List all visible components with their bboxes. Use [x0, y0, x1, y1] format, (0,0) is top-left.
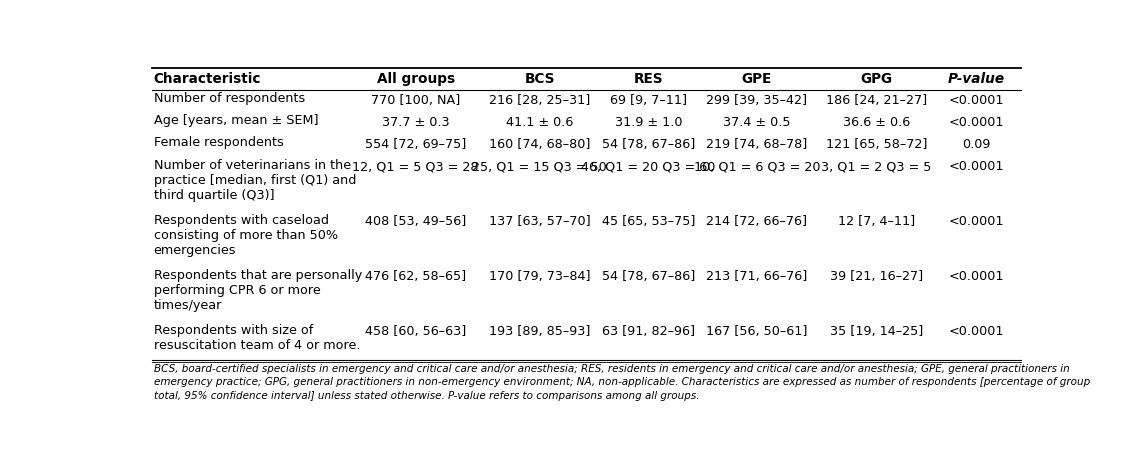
Text: 46, Q1 = 20 Q3 = 60: 46, Q1 = 20 Q3 = 60 [581, 160, 715, 173]
Text: 31.9 ± 1.0: 31.9 ± 1.0 [614, 116, 682, 129]
Text: 186 [24, 21–27]: 186 [24, 21–27] [826, 94, 928, 106]
Text: 167 [56, 50–61]: 167 [56, 50–61] [706, 325, 808, 338]
Text: 12 [7, 4–11]: 12 [7, 4–11] [839, 215, 915, 228]
Text: Number of respondents: Number of respondents [153, 92, 305, 105]
Text: total, 95% confidence interval] unless stated otherwise. P-value refers to compa: total, 95% confidence interval] unless s… [153, 391, 699, 401]
Text: 10, Q1 = 6 Q3 = 20: 10, Q1 = 6 Q3 = 20 [693, 160, 820, 173]
Text: 213 [71, 66–76]: 213 [71, 66–76] [706, 270, 808, 283]
Text: 25, Q1 = 15 Q3 = 50: 25, Q1 = 15 Q3 = 50 [472, 160, 607, 173]
Text: 39 [21, 16–27]: 39 [21, 16–27] [831, 270, 923, 283]
Text: 299 [39, 35–42]: 299 [39, 35–42] [707, 94, 808, 106]
Text: 408 [53, 49–56]: 408 [53, 49–56] [365, 215, 467, 228]
Text: 137 [63, 57–70]: 137 [63, 57–70] [488, 215, 590, 228]
Text: 41.1 ± 0.6: 41.1 ± 0.6 [506, 116, 573, 129]
Text: 69 [9, 7–11]: 69 [9, 7–11] [610, 94, 686, 106]
Text: 45 [65, 53–75]: 45 [65, 53–75] [602, 215, 696, 228]
Text: 3, Q1 = 2 Q3 = 5: 3, Q1 = 2 Q3 = 5 [821, 160, 932, 173]
Text: 63 [91, 82–96]: 63 [91, 82–96] [602, 325, 694, 338]
Text: 54 [78, 67–86]: 54 [78, 67–86] [602, 138, 696, 151]
Text: BCS, board-certified specialists in emergency and critical care and/or anesthesi: BCS, board-certified specialists in emer… [153, 364, 1070, 374]
Text: All groups: All groups [376, 72, 454, 86]
Text: GPE: GPE [741, 72, 772, 86]
Text: 770 [100, NA]: 770 [100, NA] [371, 94, 460, 106]
Text: 216 [28, 25–31]: 216 [28, 25–31] [490, 94, 590, 106]
Text: 458 [60, 56–63]: 458 [60, 56–63] [365, 325, 467, 338]
Text: Respondents that are personally
performing CPR 6 or more
times/year: Respondents that are personally performi… [153, 269, 362, 312]
Text: Number of veterinarians in the
practice [median, first (Q1) and
third quartile (: Number of veterinarians in the practice … [153, 158, 356, 201]
Text: <0.0001: <0.0001 [948, 160, 1004, 173]
Text: Respondents with caseload
consisting of more than 50%
emergencies: Respondents with caseload consisting of … [153, 213, 337, 257]
Text: P-value: P-value [948, 72, 1004, 86]
Text: 36.6 ± 0.6: 36.6 ± 0.6 [843, 116, 911, 129]
Text: GPG: GPG [860, 72, 892, 86]
Text: Age [years, mean ± SEM]: Age [years, mean ± SEM] [153, 114, 318, 127]
Text: emergency practice; GPG, general practitioners in non-emergency environment; NA,: emergency practice; GPG, general practit… [153, 377, 1090, 388]
Text: BCS: BCS [524, 72, 555, 86]
Text: 193 [89, 85–93]: 193 [89, 85–93] [490, 325, 590, 338]
Text: 54 [78, 67–86]: 54 [78, 67–86] [602, 270, 696, 283]
Text: 12, Q1 = 5 Q3 = 28: 12, Q1 = 5 Q3 = 28 [352, 160, 479, 173]
Text: Female respondents: Female respondents [153, 136, 284, 150]
Text: 214 [72, 66–76]: 214 [72, 66–76] [707, 215, 808, 228]
Text: 0.09: 0.09 [962, 138, 991, 151]
Text: Characteristic: Characteristic [153, 72, 261, 86]
Text: 219 [74, 68–78]: 219 [74, 68–78] [706, 138, 808, 151]
Text: 37.7 ± 0.3: 37.7 ± 0.3 [382, 116, 450, 129]
Text: 37.4 ± 0.5: 37.4 ± 0.5 [723, 116, 791, 129]
Text: <0.0001: <0.0001 [948, 325, 1004, 338]
Text: 476 [62, 58–65]: 476 [62, 58–65] [365, 270, 467, 283]
Text: RES: RES [634, 72, 664, 86]
Text: 121 [65, 58–72]: 121 [65, 58–72] [826, 138, 928, 151]
Text: <0.0001: <0.0001 [948, 116, 1004, 129]
Text: Respondents with size of
resuscitation team of 4 or more.: Respondents with size of resuscitation t… [153, 324, 360, 351]
Text: 170 [79, 73–84]: 170 [79, 73–84] [488, 270, 590, 283]
Text: <0.0001: <0.0001 [948, 215, 1004, 228]
Text: <0.0001: <0.0001 [948, 94, 1004, 106]
Text: 160 [74, 68–80]: 160 [74, 68–80] [490, 138, 590, 151]
Text: <0.0001: <0.0001 [948, 270, 1004, 283]
Text: 554 [72, 69–75]: 554 [72, 69–75] [365, 138, 467, 151]
Text: 35 [19, 14–25]: 35 [19, 14–25] [831, 325, 923, 338]
